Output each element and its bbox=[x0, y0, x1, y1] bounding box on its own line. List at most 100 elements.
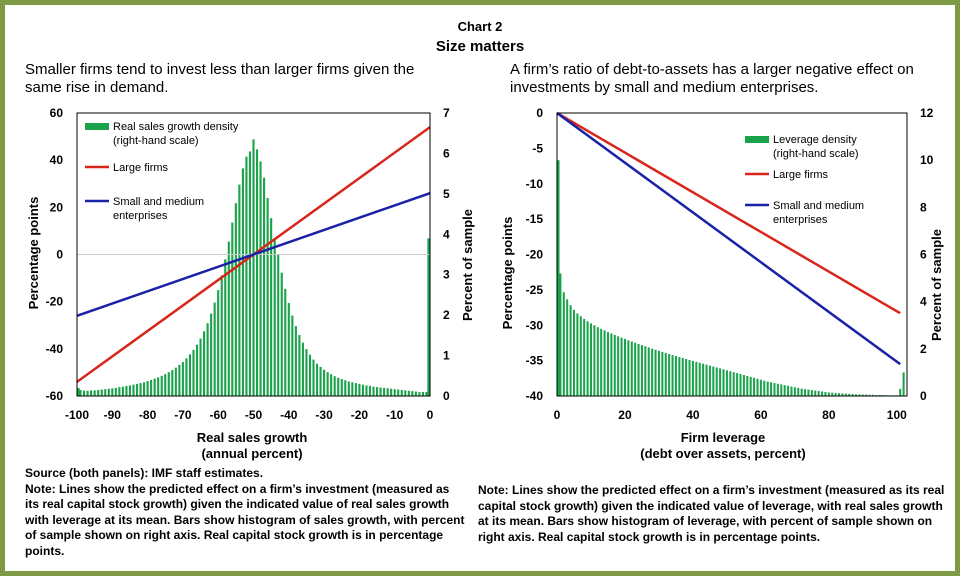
right-density-bar bbox=[902, 372, 905, 396]
right-density-bar bbox=[685, 358, 688, 396]
right-x-tick-label: 80 bbox=[822, 408, 836, 422]
right-density-bar bbox=[756, 378, 759, 396]
left-density-bar bbox=[86, 390, 89, 396]
right-density-bar bbox=[678, 357, 681, 396]
right-chart: 0 20 40 60 80 1000-5-10-15-20-25-30-35-401210… bbox=[500, 106, 944, 461]
left-plot-border bbox=[76, 112, 431, 397]
left-density-bar bbox=[83, 390, 86, 396]
right-y-tick-label: -15 bbox=[526, 212, 544, 226]
left-density-bar bbox=[227, 241, 230, 396]
right-density-bar bbox=[810, 390, 813, 396]
right-y-axis-title: Percentage points bbox=[500, 217, 515, 330]
left-density-bar bbox=[259, 161, 262, 396]
right-density-bar bbox=[644, 346, 647, 396]
left-density-bar bbox=[344, 380, 347, 396]
left-x-tick-label: -100 bbox=[65, 408, 89, 422]
right-density-bar bbox=[698, 362, 701, 396]
left-density-bar bbox=[291, 315, 294, 396]
right-density-bar bbox=[593, 325, 596, 396]
right-density-bar bbox=[851, 394, 854, 396]
right-density-bar bbox=[562, 292, 565, 396]
right-density-bar bbox=[722, 369, 725, 396]
right-density-bar bbox=[651, 348, 654, 396]
right-legend: Leverage density (right-hand scale) Larg… bbox=[745, 134, 864, 226]
left-density-bar bbox=[206, 323, 209, 396]
right-x-axis-subtitle: (debt over assets, percent) bbox=[640, 446, 805, 461]
right-density-bar bbox=[827, 392, 830, 396]
left-density-bar bbox=[164, 374, 167, 396]
right-density-bar bbox=[865, 394, 868, 396]
left-y-tick-label: -60 bbox=[46, 389, 64, 403]
left-density-bar bbox=[248, 151, 252, 396]
right-legend-large-label: Large firms bbox=[773, 169, 829, 181]
left-density-bar bbox=[372, 386, 375, 396]
left-density-bar bbox=[368, 385, 372, 396]
left-y-tick-label: 40 bbox=[50, 153, 64, 167]
right-density-bar bbox=[753, 377, 756, 396]
left-density-bar bbox=[104, 389, 107, 396]
right-plot-border bbox=[556, 112, 908, 397]
left-density-bar bbox=[132, 384, 135, 396]
right-density-bar bbox=[572, 309, 576, 396]
right-density-bar bbox=[681, 358, 684, 396]
left-density-bar bbox=[414, 391, 417, 396]
left-density-bar bbox=[146, 381, 149, 396]
right-density-bar bbox=[654, 349, 657, 396]
right-density-bar bbox=[841, 393, 844, 396]
left-density-bar bbox=[379, 387, 382, 396]
left-density-bar bbox=[252, 139, 255, 396]
left-density-bar bbox=[263, 177, 266, 396]
right-density-bar bbox=[671, 354, 674, 396]
right-legend-sme-label: Small and medium bbox=[773, 200, 864, 212]
left-density-bar bbox=[231, 222, 234, 396]
right-density-bar bbox=[695, 361, 698, 396]
left-density-bar bbox=[421, 391, 424, 396]
left-legend-density-label: Real sales growth density bbox=[113, 121, 239, 133]
right-density-bar bbox=[702, 363, 705, 396]
right-density-bar bbox=[708, 365, 711, 396]
left-density-bar bbox=[79, 389, 82, 396]
left-density-bar bbox=[160, 375, 163, 396]
right-y2-tick-label: 4 bbox=[920, 295, 927, 309]
left-density-bar bbox=[390, 388, 393, 396]
left-density-bar bbox=[150, 379, 153, 396]
left-density-bar bbox=[255, 149, 259, 396]
right-density-bar bbox=[749, 376, 752, 396]
right-density-bar bbox=[736, 373, 739, 396]
right-y-tick-label: -20 bbox=[526, 248, 544, 262]
right-density-bar bbox=[783, 385, 786, 396]
left-y-tick-label: 0 bbox=[56, 248, 63, 262]
left-density-bar bbox=[337, 377, 340, 396]
left-y2-tick-label: 7 bbox=[443, 106, 450, 120]
left-density-bar bbox=[238, 184, 241, 396]
left-legend-large-label: Large firms bbox=[113, 162, 169, 174]
right-density-bar bbox=[610, 333, 613, 396]
left-y2-tick-label: 1 bbox=[443, 349, 450, 363]
right-legend-sme-label-2: enterprises bbox=[773, 214, 828, 226]
right-density-bar bbox=[732, 372, 735, 396]
right-y-tick-label: -5 bbox=[532, 141, 543, 155]
left-density-bar bbox=[153, 378, 156, 396]
right-density-bar bbox=[848, 393, 851, 396]
right-density-bar bbox=[824, 391, 827, 396]
left-density-bar bbox=[270, 218, 273, 396]
right-density-bar bbox=[831, 392, 834, 396]
left-density-bar bbox=[361, 384, 364, 396]
left-density-bar bbox=[224, 259, 227, 396]
left-density-bar bbox=[294, 326, 297, 396]
left-density-bar bbox=[315, 363, 319, 396]
left-density-bar bbox=[111, 388, 114, 396]
left-density-bar bbox=[393, 389, 396, 396]
left-legend: Real sales growth density (right-hand sc… bbox=[85, 121, 239, 222]
left-density-bar bbox=[245, 156, 248, 396]
left-panel-subtitle: Smaller firms tend to invest less than l… bbox=[25, 61, 415, 96]
left-density-bar bbox=[326, 372, 329, 396]
left-x-tick-label: -10 bbox=[386, 408, 404, 422]
left-density-bar bbox=[210, 313, 213, 396]
left-density-bar bbox=[188, 354, 192, 396]
right-panel-note: Note: Lines show the predicted effect on… bbox=[478, 483, 945, 544]
right-density-bar bbox=[661, 351, 664, 396]
left-y2-tick-label: 0 bbox=[443, 389, 450, 403]
right-y-tick-label: -10 bbox=[526, 177, 544, 191]
right-density-bar bbox=[691, 360, 694, 396]
